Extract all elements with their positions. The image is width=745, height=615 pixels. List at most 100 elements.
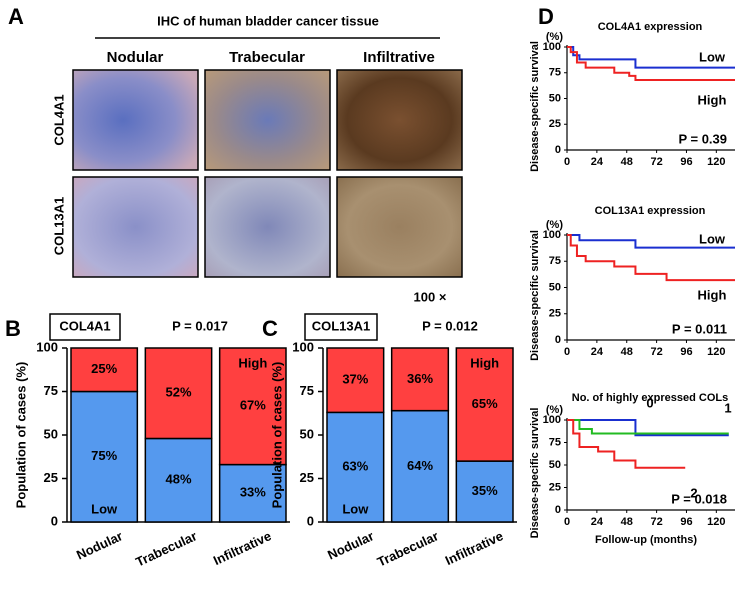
- bar-segment: [70, 347, 139, 393]
- y-unit: (%): [546, 219, 563, 231]
- annotation: P = 0.011: [672, 321, 727, 336]
- y-tick-label: 75: [44, 383, 58, 398]
- value-label: 65%: [472, 396, 498, 411]
- ihc-title: IHC of human bladder cancer tissue: [157, 13, 379, 28]
- y-tick-label: 25: [549, 118, 561, 130]
- chart-title: No. of highly expressed COLs: [572, 392, 728, 404]
- y-tick-label: 50: [300, 426, 314, 441]
- x-tick-label: 120: [707, 516, 725, 528]
- x-tick-label: 96: [680, 156, 692, 168]
- value-label: 64%: [407, 458, 433, 473]
- y-tick-label: 0: [555, 334, 561, 346]
- survival-curve: [567, 46, 735, 81]
- y-tick-label: 25: [549, 308, 561, 320]
- x-tick-label: Infiltrative: [211, 528, 274, 568]
- x-tick-label: 0: [564, 516, 570, 528]
- bar-segment: [390, 347, 450, 412]
- x-tick-label: 24: [591, 156, 604, 168]
- x-tick-label: 120: [707, 346, 725, 358]
- y-tick-label: 0: [307, 513, 314, 528]
- survival-curve: [567, 419, 729, 437]
- x-tick-label: 96: [680, 346, 692, 358]
- value-label: 37%: [342, 372, 368, 387]
- x-tick-label: Nodular: [74, 528, 125, 562]
- annotation: P = 0.39: [678, 131, 727, 146]
- legend-label: Low: [699, 49, 726, 64]
- survival-curve: [567, 46, 735, 69]
- survival-curve: [567, 419, 729, 435]
- legend-label: Low: [91, 501, 118, 516]
- y-unit: (%): [546, 31, 563, 43]
- legend-label: High: [238, 355, 267, 370]
- value-label: 52%: [165, 385, 191, 400]
- column-header: Trabecular: [229, 49, 305, 66]
- annotation: P = 0.018: [671, 491, 727, 506]
- ihc-image: [204, 176, 331, 278]
- y-axis-label: Population of cases (%): [269, 362, 284, 509]
- x-tick-label: 24: [591, 516, 604, 528]
- x-tick-label: 48: [621, 516, 633, 528]
- panel-label: A: [8, 4, 24, 29]
- y-tick-label: 75: [549, 67, 561, 79]
- title-box: [304, 313, 378, 341]
- value-label: 25%: [91, 361, 117, 376]
- y-tick-label: 75: [300, 383, 314, 398]
- y-tick-label: 75: [549, 436, 561, 448]
- chart-title: COL4A1: [59, 318, 110, 333]
- y-tick-label: 0: [555, 144, 561, 156]
- x-tick-label: 0: [564, 346, 570, 358]
- x-tick-label: 48: [621, 346, 633, 358]
- y-tick-label: 50: [549, 92, 561, 104]
- y-axis-label: Disease-specific survival: [529, 41, 541, 172]
- y-tick-label: 50: [549, 459, 561, 471]
- row-header: COL13A1: [51, 197, 66, 256]
- value-label: 75%: [91, 448, 117, 463]
- bar-segment: [326, 347, 385, 414]
- x-axis-label: Follow-up (months): [595, 534, 697, 546]
- y-tick-label: 0: [51, 513, 58, 528]
- y-tick-label: 25: [44, 470, 58, 485]
- chart-title: COL4A1 expression: [598, 21, 703, 33]
- value-label: 36%: [407, 371, 433, 386]
- magnification: 100 ×: [414, 289, 447, 304]
- y-tick-label: 100: [543, 414, 561, 426]
- x-tick-label: 24: [591, 346, 604, 358]
- x-tick-label: Nodular: [325, 528, 376, 562]
- x-tick-label: 120: [707, 156, 725, 168]
- y-tick-label: 100: [543, 41, 561, 53]
- x-tick-label: Trabecular: [375, 528, 441, 569]
- row-header: COL4A1: [51, 94, 66, 145]
- x-tick-label: 0: [564, 156, 570, 168]
- bar-segment: [218, 347, 287, 466]
- y-axis-label: Disease-specific survival: [529, 230, 541, 361]
- panel-label: D: [538, 4, 554, 29]
- x-tick-label: Infiltrative: [443, 528, 506, 568]
- bar-segment: [455, 347, 514, 462]
- y-tick-label: 25: [300, 470, 314, 485]
- bar-segment: [144, 347, 213, 440]
- value-label: 33%: [240, 485, 266, 500]
- panel-label: C: [262, 316, 278, 341]
- bar-segment: [326, 411, 385, 523]
- ihc-image: [336, 69, 463, 171]
- legend-label: High: [470, 355, 499, 370]
- legend-label: 0: [646, 395, 653, 410]
- legend-label: Low: [699, 231, 726, 246]
- bar-segment: [455, 460, 514, 523]
- ihc-image: [336, 176, 463, 278]
- y-tick-label: 100: [543, 229, 561, 241]
- legend-label: Low: [342, 501, 369, 516]
- x-tick-label: 48: [621, 156, 633, 168]
- column-header: Infiltrative: [363, 49, 435, 66]
- y-axis-label: Population of cases (%): [13, 362, 28, 509]
- ihc-image: [72, 69, 199, 171]
- value-label: 67%: [240, 398, 266, 413]
- y-tick-label: 75: [549, 255, 561, 267]
- ihc-image: [72, 176, 199, 278]
- bar-segment: [390, 409, 450, 523]
- value-label: 35%: [472, 483, 498, 498]
- legend-label: 2: [690, 485, 697, 500]
- y-tick-label: 50: [549, 281, 561, 293]
- title-box: [49, 313, 121, 341]
